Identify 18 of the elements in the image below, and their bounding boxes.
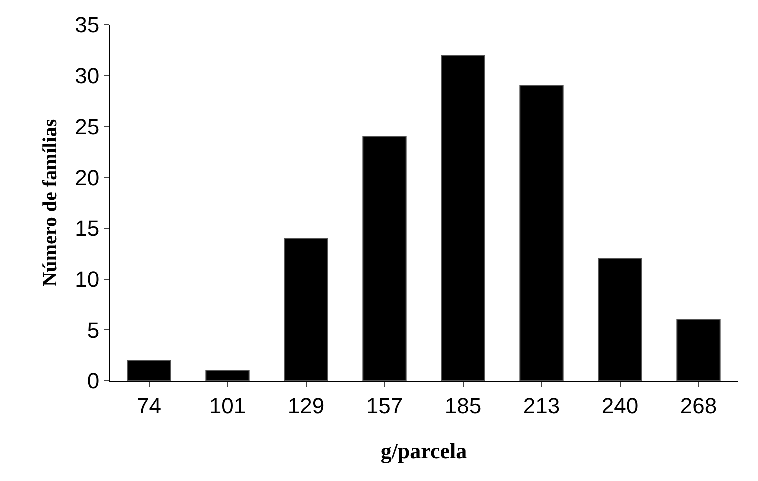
x-tick-label: 157	[366, 393, 404, 418]
x-tick-label: 213	[523, 393, 560, 418]
x-tick-label: 268	[680, 393, 718, 418]
y-tick-label: 35	[75, 12, 100, 38]
y-tick-label: 25	[75, 114, 100, 140]
x-tick-label: 129	[288, 393, 325, 418]
x-tick-label: 74	[137, 393, 162, 418]
x-tick-label: 101	[209, 393, 246, 418]
y-tick-label: 20	[75, 165, 100, 190]
y-axis-title: Número de famílias	[40, 119, 62, 287]
x-tick-label: 240	[602, 393, 639, 418]
y-tick-label: 15	[75, 216, 100, 242]
y-tick-label: 5	[87, 318, 100, 343]
y-tick-label: 10	[75, 266, 100, 292]
y-tick-label: 30	[75, 64, 100, 89]
x-axis-title: g/parcela	[380, 438, 468, 464]
x-tick-label: 185	[444, 393, 482, 418]
y-tick-label: 0	[87, 368, 100, 394]
